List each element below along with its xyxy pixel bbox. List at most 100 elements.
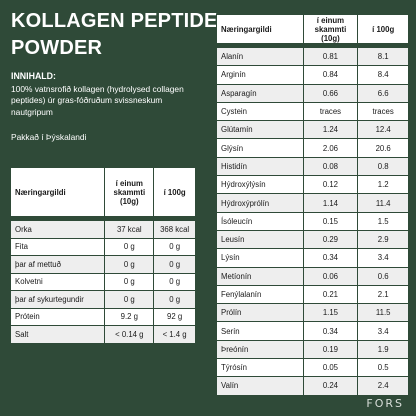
amino-acid-name: Ísóleucín [216, 211, 304, 231]
table-row: Glýsín 2.06 20.6 [216, 138, 409, 158]
amino-acid-name: Fenýlalanín [216, 284, 304, 305]
amino-acid-name: Alanín [216, 46, 304, 67]
per-serving-value: 0.34 [302, 321, 359, 341]
amino-acid-rows: Alanín 0.81 8.1 Arginín 0.84 8.4 Asparagín 0.66… [216, 43, 409, 396]
per-100g-value: 11.4 [357, 193, 409, 213]
table-row: Metíonín 0.06 0.6 [216, 266, 409, 286]
header-cell: Næringargildi [9, 167, 106, 217]
table-row: Arginín 0.84 8.4 [216, 65, 409, 85]
per-100g-value: 0 g [153, 272, 196, 291]
per-100g-value: 0.6 [357, 266, 409, 286]
per-serving-value: < 0.14 g [104, 325, 155, 344]
per-serving-value: 0.06 [302, 266, 359, 286]
per-100g-value: 8.4 [357, 65, 409, 85]
amino-acid-table: Næringargildi í einum skammti (10g) í 10… [216, 14, 409, 396]
ingredients-heading: INNIHALD: [11, 71, 56, 81]
amino-acid-name: Þreónín [216, 339, 304, 360]
per-serving-value: 0.34 [302, 248, 359, 268]
table-row: Prólín 1.15 11.5 [216, 303, 409, 323]
table-row: Týrósín 0.05 0.5 [216, 358, 409, 378]
per-100g-value: 2.9 [357, 229, 409, 250]
per-serving-value: 0.81 [302, 46, 359, 67]
amino-acid-name: Histidín [216, 156, 304, 177]
per-100g-value: 12.4 [357, 120, 409, 140]
per-100g-value: 2.1 [357, 284, 409, 305]
nutrient-name: Orka [9, 220, 106, 239]
per-100g-value: 11.5 [357, 303, 409, 323]
table-row: Valín 0.24 2.4 [216, 376, 409, 396]
per-serving-value: 0.21 [302, 284, 359, 305]
per-100g-value: < 1.4 g [153, 325, 196, 344]
table-row: Salt < 0.14 g < 1.4 g [9, 325, 196, 344]
brand-logo: FORS [366, 397, 404, 410]
per-100g-value: 0 g [153, 290, 196, 309]
header-cell: í 100g [153, 167, 196, 217]
title-line-2: POWDER [11, 37, 103, 59]
per-100g-value: 20.6 [357, 138, 409, 158]
header-cell: í 100g [357, 14, 409, 44]
ingredients-text: 100% vatnsrofið kollagen (hydrolysed col… [11, 83, 184, 117]
table-row: Orka 37 kcal 368 kcal [9, 220, 196, 239]
per-100g-value: traces [357, 101, 409, 122]
table-header-row: Næringargildi í einum skammti (10g) í 10… [216, 14, 409, 44]
per-serving-value: 0.05 [302, 358, 359, 378]
per-serving-value: 1.14 [302, 193, 359, 213]
per-serving-value: 0 g [104, 255, 155, 274]
table-row: þar af sykurtegundir 0 g 0 g [9, 290, 196, 309]
per-serving-value: 0.24 [302, 376, 359, 396]
nutrient-name: Salt [9, 325, 106, 344]
per-100g-value: 0 g [153, 255, 196, 274]
amino-acid-name: Leusín [216, 229, 304, 250]
nutrient-name: Prótein [9, 307, 106, 326]
table-row: Hýdroxýlýsín 0.12 1.2 [216, 175, 409, 195]
amino-acid-name: Arginín [216, 65, 304, 85]
table-row: Ísóleucín 0.15 1.5 [216, 211, 409, 231]
nutrient-name: Fita [9, 237, 106, 256]
table-row: Lýsín 0.34 3.4 [216, 248, 409, 268]
per-serving-value: 9.2 g [104, 307, 155, 326]
per-serving-value: 0.08 [302, 156, 359, 177]
per-serving-value: 0 g [104, 272, 155, 291]
nutrient-name: þar af mettuð [9, 255, 106, 274]
table-row: Þreónín 0.19 1.9 [216, 339, 409, 360]
table-row: Hýdroxýprólín 1.14 11.4 [216, 193, 409, 213]
per-100g-value: 1.5 [357, 211, 409, 231]
per-serving-value: 0 g [104, 237, 155, 256]
amino-acid-name: Hýdroxýlýsín [216, 175, 304, 195]
table-row: Kolvetni 0 g 0 g [9, 272, 196, 291]
per-serving-value: 0.15 [302, 211, 359, 231]
table-row: Fenýlalanín 0.21 2.1 [216, 284, 409, 305]
header-cell: í einum skammti (10g) [302, 14, 359, 44]
amino-acid-name: Serín [216, 321, 304, 341]
amino-acid-name: Hýdroxýprólín [216, 193, 304, 213]
amino-acid-name: Valín [216, 376, 304, 396]
table-row: Alanín 0.81 8.1 [216, 46, 409, 67]
table-row: Cystein traces traces [216, 101, 409, 122]
table-row: Histidín 0.08 0.8 [216, 156, 409, 177]
per-100g-value: 8.1 [357, 46, 409, 67]
amino-acid-name: Metíonín [216, 266, 304, 286]
table-row: Glútamín 1.24 12.4 [216, 120, 409, 140]
per-100g-value: 1.2 [357, 175, 409, 195]
per-100g-value: 92 g [153, 307, 196, 326]
table-row: Asparagín 0.66 6.6 [216, 83, 409, 103]
table-header-row: Næringargildi í einum skammti (10g) í 10… [9, 167, 196, 217]
amino-acid-name: Asparagín [216, 83, 304, 103]
per-100g-value: 3.4 [357, 321, 409, 341]
nutrition-table: Næringargildi í einum skammti (10g) í 10… [9, 167, 196, 344]
packed-in-text: Pakkað í Þýskalandi [11, 132, 87, 142]
per-100g-value: 6.6 [357, 83, 409, 103]
per-serving-value: 0.29 [302, 229, 359, 250]
header-cell: í einum skammti (10g) [104, 167, 155, 217]
per-serving-value: 0.19 [302, 339, 359, 360]
per-serving-value: 0.12 [302, 175, 359, 195]
per-100g-value: 1.9 [357, 339, 409, 360]
table-row: Leusín 0.29 2.9 [216, 229, 409, 250]
header-cell: Næringargildi [216, 14, 304, 44]
amino-acid-name: Cystein [216, 101, 304, 122]
table-row: þar af mettuð 0 g 0 g [9, 255, 196, 274]
per-100g-value: 0.8 [357, 156, 409, 177]
table-row: Fita 0 g 0 g [9, 237, 196, 256]
per-100g-value: 2.4 [357, 376, 409, 396]
per-serving-value: 0 g [104, 290, 155, 309]
